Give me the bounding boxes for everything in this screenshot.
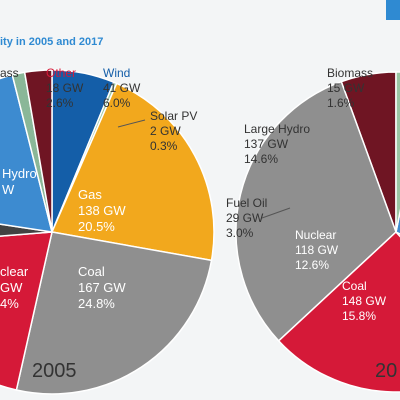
label-2005-coal: Coal 167 GW 24.8% <box>78 264 126 311</box>
label-2017-coal-gw: 148 GW <box>342 294 387 308</box>
label-2005-solar-pct: 0.3% <box>150 139 178 153</box>
label-2005-solar-name: Solar PV <box>150 109 197 123</box>
label-2017-oil-name: Fuel Oil <box>226 196 267 210</box>
label-2017-oil-pct: 3.0% <box>226 226 254 240</box>
label-2005-gas-gw: 138 GW <box>78 203 126 218</box>
pie-2017 <box>235 71 400 393</box>
label-2017-coal-name: Coal <box>342 279 367 293</box>
label-2005-wind-name: Wind <box>103 66 130 80</box>
pie-2005-slice-oil <box>0 223 53 237</box>
solar-leader-line <box>117 119 146 128</box>
label-2005-wind: Wind 41 GW 6.0% <box>103 66 141 110</box>
label-2005-coal-name: Coal <box>78 264 105 279</box>
label-2005-solar: Solar PV 2 GW 0.3% <box>150 109 197 153</box>
label-2005-hydro-gw: W <box>2 182 15 197</box>
label-2017-biomass-name: Biomass <box>327 66 373 80</box>
pie-2005-slice-hydro <box>0 74 54 233</box>
label-2017-coal: Coal 148 GW 15.8% <box>342 279 387 323</box>
pie-2017-slice-coal <box>235 80 397 342</box>
label-2017-hydro-gw: 137 GW <box>244 137 289 151</box>
label-2005-hydro-name: Hydro <box>2 166 37 181</box>
pie-2017-slice-oil <box>395 231 400 238</box>
label-2017-biomass: Biomass 15 GW 1.6% <box>327 66 373 110</box>
label-2005-other: Other 18 GW 2.6% <box>46 66 84 110</box>
label-2005-mass: ass <box>0 66 19 80</box>
oil-leader-line <box>261 207 291 219</box>
pie-2017-slice-biomass <box>395 71 400 233</box>
label-2005-other-gw: 18 GW <box>46 81 84 95</box>
year-label-2017: 20 <box>375 360 397 382</box>
label-2005-gas: Gas 138 GW 20.5% <box>78 187 126 234</box>
pie-2005-slice-other <box>23 69 53 233</box>
pie-2005 <box>0 69 215 395</box>
pie-2005-slice-nuclear <box>0 231 53 391</box>
pie-2005-slice-coal <box>15 231 213 395</box>
year-label-2005: 2005 <box>32 360 77 382</box>
chart-title: ity in 2005 and 2017 <box>0 36 103 48</box>
label-2017-hydro-name: Large Hydro <box>244 122 310 136</box>
label-2005-hydro: Hydro W <box>2 166 37 197</box>
pie-2005-slice-gas <box>50 82 215 262</box>
label-2005-other-name: Other <box>46 66 76 80</box>
label-2005-nuclear-pct: 4% <box>0 296 19 311</box>
label-2017-coal-pct: 15.8% <box>342 309 376 323</box>
label-2005-wind-pct: 6.0% <box>103 96 131 110</box>
label-2017-biomass-pct: 1.6% <box>327 96 355 110</box>
label-2017-nuclear-pct: 12.6% <box>295 258 329 272</box>
label-2017-hydro-pct: 14.6% <box>244 152 278 166</box>
label-2005-mass-name: ass <box>0 66 19 80</box>
label-2005-nuclear: clear GW 4% <box>0 264 29 311</box>
label-2005-solar-gw: 2 GW <box>150 124 181 138</box>
label-2005-wind-gw: 41 GW <box>103 81 141 95</box>
label-2017-oil-gw: 29 GW <box>226 211 264 225</box>
label-2005-coal-pct: 24.8% <box>78 296 115 311</box>
label-2005-nuclear-gw: GW <box>0 280 23 295</box>
label-2005-nuclear-name: clear <box>0 264 29 279</box>
label-2005-gas-pct: 20.5% <box>78 219 115 234</box>
label-2017-hydro: Large Hydro 137 GW 14.6% <box>244 122 310 166</box>
label-2005-gas-name: Gas <box>78 187 102 202</box>
label-2017-nuclear-gw: 118 GW <box>295 243 339 257</box>
pie-2017-slice-nuclear <box>277 230 400 393</box>
label-2017-oil: Fuel Oil 29 GW 3.0% <box>226 196 267 240</box>
label-2017-nuclear: Nuclear 118 GW 12.6% <box>295 228 339 272</box>
label-2017-nuclear-name: Nuclear <box>295 228 336 242</box>
label-2005-coal-gw: 167 GW <box>78 280 126 295</box>
corner-accent <box>386 0 400 20</box>
label-2017-biomass-gw: 15 GW <box>327 81 365 95</box>
label-2005-other-pct: 2.6% <box>46 96 74 110</box>
